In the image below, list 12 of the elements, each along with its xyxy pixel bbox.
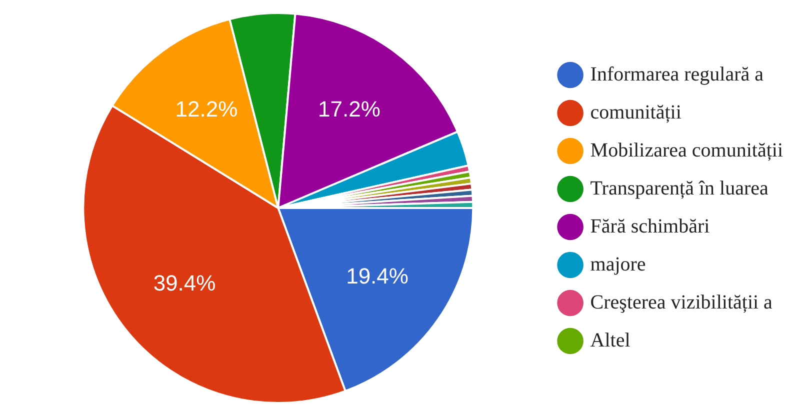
legend-label: comunității bbox=[590, 101, 682, 124]
legend-label: Mobilizarea comunității bbox=[590, 139, 784, 162]
data-label: 17.2% bbox=[318, 96, 380, 122]
data-label: 19.4% bbox=[346, 263, 408, 288]
legend-label: Creşterea vizibilității a bbox=[590, 291, 773, 314]
data-label: 12.2% bbox=[175, 96, 238, 122]
legend-label: Transparență în luarea bbox=[590, 177, 768, 200]
legend-label: Altel bbox=[590, 329, 631, 352]
legend-label: Informarea regulară a bbox=[590, 63, 764, 86]
data-label: 39.4% bbox=[153, 270, 216, 296]
legend-label: majore bbox=[590, 253, 646, 276]
legend-label: Fără schimbări bbox=[590, 215, 710, 238]
